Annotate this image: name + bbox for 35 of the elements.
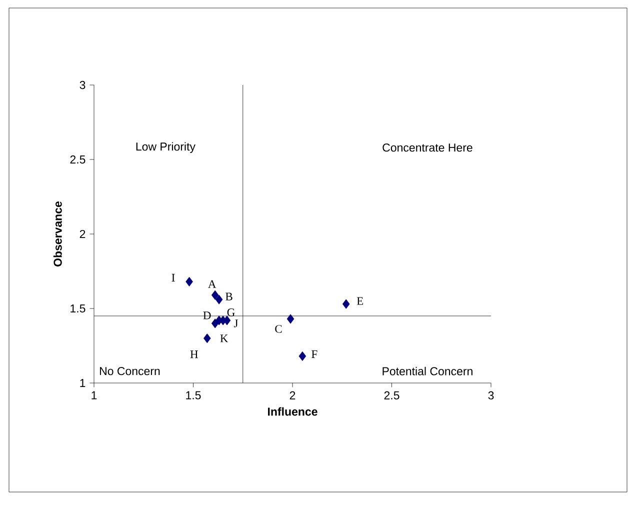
y-tick-label: 1 (80, 379, 86, 387)
y-tick-label: 2.5 (70, 155, 86, 164)
y-axis-title: Observance (53, 201, 62, 266)
annotation: C (275, 325, 282, 333)
annotation: Concentrate Here (382, 144, 472, 152)
point (215, 294, 223, 304)
annotation: B (226, 292, 232, 300)
annotation: K (220, 334, 228, 342)
annotation: D (203, 312, 211, 320)
annotation: No Concern (100, 367, 160, 376)
x-tick-label: 2 (290, 391, 296, 400)
x-axis-title: Influence (268, 407, 318, 416)
point (211, 290, 219, 300)
point (211, 318, 219, 328)
y-tick-label: 1.5 (70, 304, 86, 313)
annotation: E (356, 297, 364, 305)
annotation: H (190, 350, 198, 358)
x-tick-label: 1.5 (186, 391, 201, 400)
point (298, 351, 306, 361)
point (203, 334, 211, 344)
annotation: F (312, 350, 318, 358)
x-tick-label: 1 (92, 391, 97, 400)
y-tick-label: 2 (80, 230, 86, 238)
annotation: Low Priority (136, 142, 196, 153)
annotation: J (234, 320, 238, 328)
point (286, 314, 294, 324)
point (186, 276, 193, 286)
point (342, 299, 350, 309)
x-tick-label: 2.5 (384, 391, 400, 400)
x-tick-label: 3 (488, 391, 494, 400)
y-tick-label: 3 (80, 80, 86, 90)
annotation: Potential Concern (382, 366, 472, 376)
annotation: G (227, 308, 235, 316)
annotation: I (172, 274, 175, 282)
annotation: A (208, 280, 216, 288)
